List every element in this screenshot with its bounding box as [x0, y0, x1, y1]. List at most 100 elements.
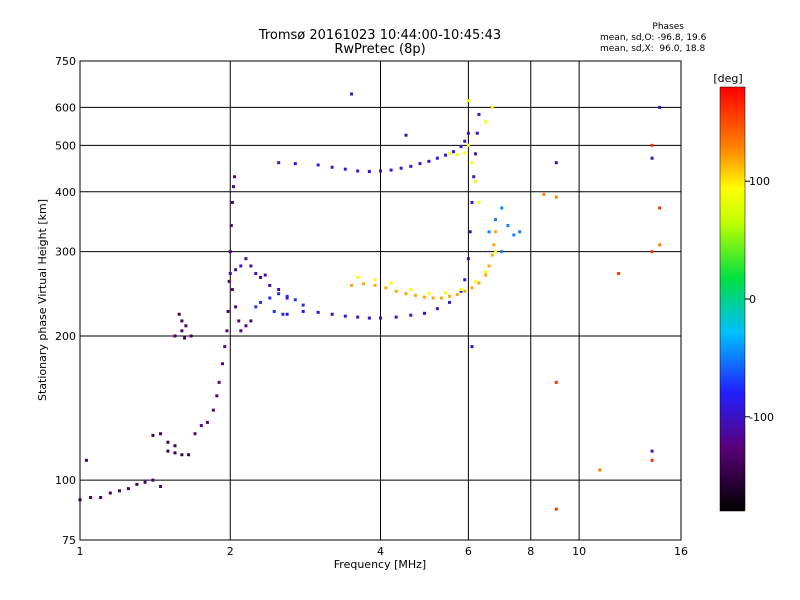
data-point: [177, 312, 181, 316]
data-point: [492, 243, 496, 247]
data-point: [184, 324, 188, 328]
colorbar-label: [deg]: [713, 72, 742, 85]
data-point: [418, 162, 422, 166]
plot-grid: [79, 60, 682, 541]
data-point: [431, 296, 435, 300]
data-point: [490, 253, 494, 257]
data-point: [435, 307, 439, 311]
data-point: [223, 345, 227, 349]
data-point: [301, 303, 305, 307]
data-point: [180, 319, 184, 323]
data-point: [554, 380, 558, 384]
data-point: [151, 433, 155, 437]
data-point: [475, 131, 479, 135]
data-point: [394, 315, 398, 319]
x-axis-title: Frequency [MHz]: [334, 558, 426, 571]
colorbar: [719, 86, 746, 512]
data-point: [473, 180, 477, 184]
x-tick-label: 2: [227, 545, 234, 558]
data-point: [230, 288, 234, 292]
data-point: [484, 270, 488, 274]
data-point: [350, 283, 354, 287]
stats-o-line: mean, sd,O: -96.8, 19.6: [600, 33, 707, 43]
data-point: [472, 175, 476, 179]
data-point: [494, 230, 498, 234]
x-tick-label: 8: [527, 545, 534, 558]
data-point: [356, 169, 360, 173]
data-point: [330, 165, 334, 169]
data-point: [254, 272, 258, 276]
data-point: [173, 444, 177, 448]
data-point: [293, 298, 297, 302]
data-point: [285, 294, 289, 298]
phase-stats: Phases mean, sd,O: -96.8, 19.6 mean, sd,…: [600, 22, 706, 55]
colorbar-ticks: 100 0 -100: [745, 175, 774, 424]
y-tick-label: 600: [55, 101, 76, 114]
x-tick-label: 1: [77, 545, 84, 558]
data-point: [455, 153, 459, 157]
data-point: [473, 152, 477, 156]
data-point: [494, 250, 498, 254]
y-tick-label: 750: [55, 55, 76, 68]
data-point: [394, 289, 398, 293]
data-point: [227, 279, 231, 283]
data-point: [362, 282, 366, 286]
data-point: [229, 224, 233, 228]
data-point: [277, 292, 281, 296]
data-point: [384, 286, 388, 290]
data-point: [506, 224, 510, 228]
data-point: [379, 316, 382, 320]
chart-title: Tromsø 20161023 10:44:00-10:45:43: [258, 28, 502, 43]
data-point: [89, 495, 93, 499]
data-point: [118, 489, 122, 493]
data-point: [259, 275, 263, 279]
x-tick-label: 16: [674, 545, 688, 558]
data-point: [211, 408, 215, 412]
data-point: [484, 273, 488, 277]
data-point: [484, 120, 488, 124]
data-point: [215, 394, 219, 398]
data-point: [650, 143, 654, 147]
data-point: [448, 300, 452, 304]
data-point: [316, 163, 320, 167]
data-point: [518, 230, 522, 234]
data-point: [658, 206, 662, 210]
data-point: [409, 288, 413, 292]
data-point: [285, 312, 289, 316]
data-point: [293, 162, 297, 166]
data-point: [228, 272, 232, 276]
data-point: [180, 329, 184, 333]
data-point: [126, 487, 130, 491]
data-point: [650, 449, 654, 453]
data-point: [440, 296, 444, 300]
data-point: [409, 313, 413, 317]
data-point: [166, 449, 170, 453]
data-point: [463, 278, 467, 282]
data-point: [343, 167, 347, 171]
data-point: [477, 281, 481, 285]
data-point: [180, 453, 184, 457]
data-point: [316, 310, 320, 314]
data-point: [373, 278, 377, 282]
data-point: [463, 151, 467, 155]
data-point: [84, 458, 88, 462]
data-point: [301, 309, 305, 313]
data-point: [389, 168, 393, 172]
data-point: [259, 300, 263, 304]
data-point: [444, 291, 448, 295]
data-point: [268, 283, 272, 287]
data-point: [463, 289, 467, 293]
data-point: [193, 432, 197, 436]
data-point: [466, 143, 470, 147]
data-point: [234, 305, 238, 309]
data-point: [650, 156, 654, 160]
x-tick-label: 4: [377, 545, 384, 558]
data-point: [404, 292, 408, 296]
data-point: [650, 458, 654, 462]
data-point: [239, 329, 243, 333]
data-point: [249, 319, 253, 323]
data-point: [135, 482, 139, 486]
data-point: [143, 480, 147, 484]
data-point: [367, 169, 371, 173]
